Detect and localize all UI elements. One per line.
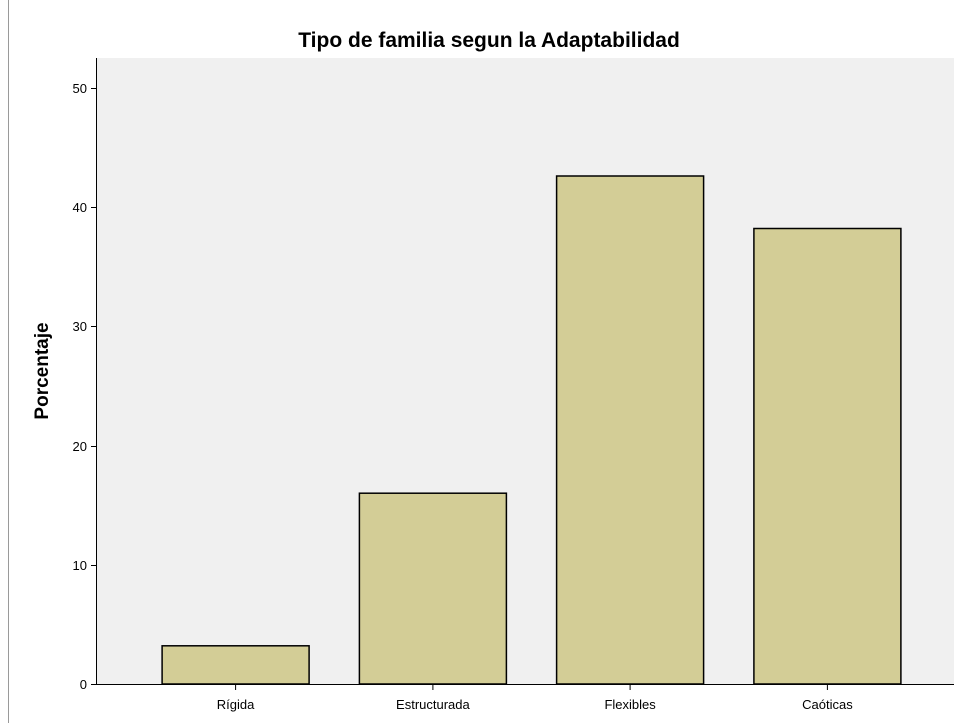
bar-1 — [161, 645, 310, 685]
bar-2 — [358, 492, 508, 685]
x-axis-ticks: Rígida Estructurada Flexibles Caóticas — [217, 684, 853, 712]
y-tick-label: 30 — [73, 319, 87, 334]
y-axis-ticks: 0 10 20 30 40 50 — [73, 81, 97, 692]
x-tick-label: Flexibles — [604, 697, 656, 712]
y-tick-label: 20 — [73, 439, 87, 454]
y-axis-label: Porcentaje — [32, 322, 53, 419]
y-tick-label: 0 — [80, 677, 87, 692]
y-tick-label: 40 — [73, 200, 87, 215]
x-tick-label: Caóticas — [802, 697, 853, 712]
chart-title: Tipo de familia segun la Adaptabilidad — [298, 29, 680, 52]
x-tick-label: Rígida — [217, 697, 255, 712]
y-tick-label: 50 — [73, 81, 87, 96]
bar-3 — [555, 175, 705, 685]
bar-4 — [753, 227, 902, 685]
x-tick-label: Estructurada — [396, 697, 470, 712]
y-tick-label: 10 — [73, 558, 87, 573]
